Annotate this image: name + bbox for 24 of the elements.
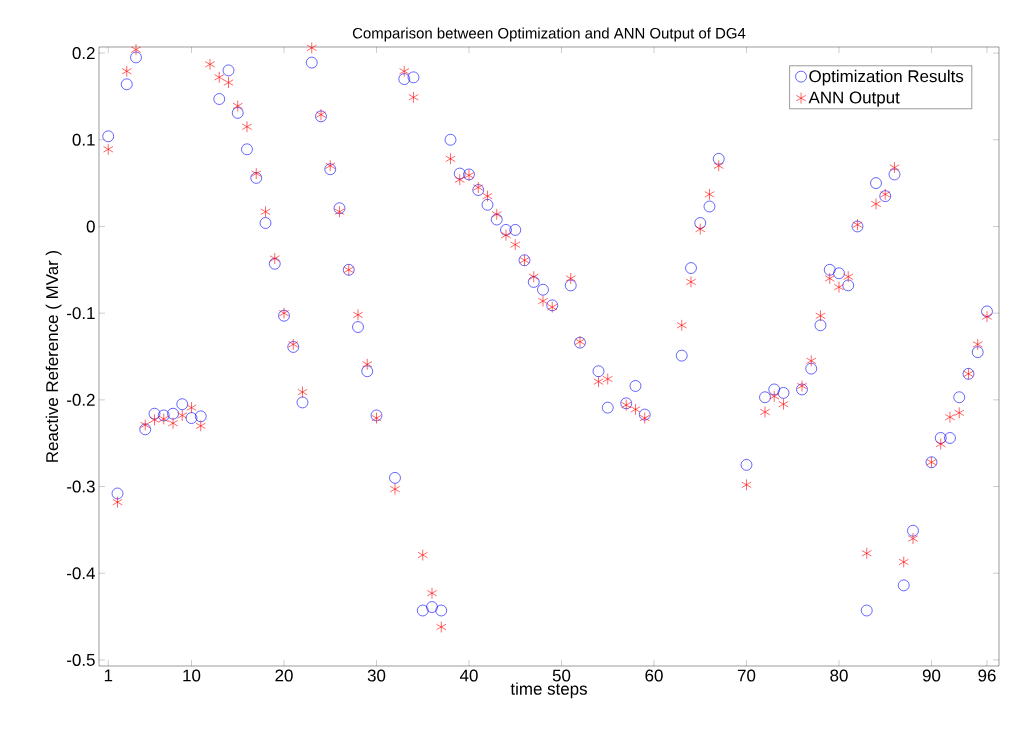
x-tick-label: 20 <box>275 669 293 682</box>
x-tick-label: 80 <box>830 669 848 682</box>
x-tick-label: 10 <box>183 669 201 682</box>
y-tick-label: -0.5 <box>67 653 95 666</box>
chart-title: Comparison between Optimization and ANN Output of DG4 <box>352 27 746 42</box>
x-tick-label: 1 <box>104 669 113 682</box>
y-tick-label: 0.2 <box>72 47 95 60</box>
legend-label: Optimization Results <box>809 69 964 86</box>
x-tick-label: 30 <box>367 669 386 682</box>
x-axis-title: time steps <box>510 682 587 699</box>
y-tick-label: -0.2 <box>67 393 95 406</box>
x-tick-label: 90 <box>922 669 941 682</box>
y-axis-title: Reactive Reference ( MVar ) <box>45 250 62 462</box>
legend-label: ANN Output <box>808 91 900 107</box>
y-tick-label: -0.4 <box>67 567 95 580</box>
x-tick-label: 60 <box>645 669 663 682</box>
y-tick-label: -0.3 <box>67 480 95 493</box>
x-tick-label: 40 <box>459 669 478 682</box>
y-tick-label: 0.1 <box>72 133 95 146</box>
x-tick-label: 70 <box>737 669 756 682</box>
x-tick-label: 50 <box>552 669 571 682</box>
y-tick-label: 0 <box>86 220 95 233</box>
x-tick-label: 96 <box>978 669 996 682</box>
y-tick-label: -0.1 <box>67 307 95 320</box>
